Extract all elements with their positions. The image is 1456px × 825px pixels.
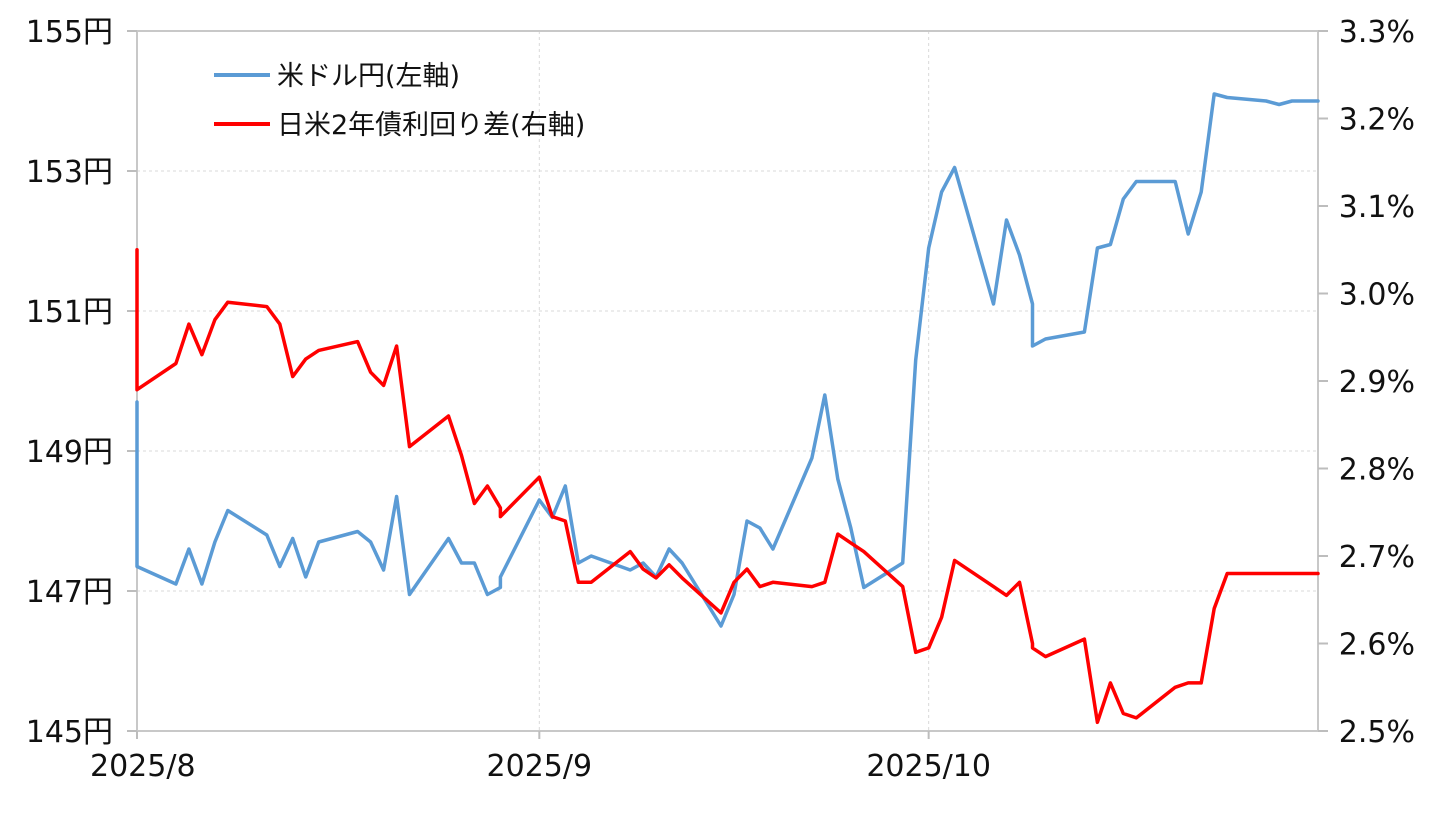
series-lines [135,92,1320,725]
left-axis-tick-label: 147円 [26,575,113,610]
series-line-yield-spread [135,248,1320,725]
right-axis-tick-label: 2.6% [1339,628,1415,663]
left-axis-tick-label: 149円 [26,435,113,470]
right-axis-tick-label: 2.9% [1339,365,1415,400]
legend-label: 日米2年債利回り差(右軸) [277,110,585,141]
legend-label: 米ドル円(左軸) [277,61,460,92]
x-axis-tick-label: 2025/9 [487,749,593,784]
left-axis-tick-label: 155円 [26,15,113,50]
series-line-usd-jpy [135,92,1320,628]
left-axis-tick-label: 153円 [26,155,113,190]
x-axis-tick-label: 2025/10 [866,749,991,784]
right-axis-tick-label: 3.2% [1339,103,1415,138]
right-axis-tick-label: 2.7% [1339,540,1415,575]
right-axis-tick-label: 2.5% [1339,715,1415,750]
axes: 145円 147円 149円 151円 153円 155円 2.5% 2.6% 2.7% 2.8%… [26,15,1415,784]
right-axis-tick-label: 3.0% [1339,278,1415,313]
left-axis-tick-label: 151円 [26,295,113,330]
left-axis-tick-label: 145円 [26,715,113,750]
legend: 米ドル円(左軸) 日米2年債利回り差(右軸) [214,61,585,141]
right-axis-tick-label: 3.3% [1339,15,1415,50]
x-axis-tick-label: 2025/8 [90,749,196,784]
right-axis-tick-label: 3.1% [1339,190,1415,225]
right-axis-tick-label: 2.8% [1339,453,1415,488]
